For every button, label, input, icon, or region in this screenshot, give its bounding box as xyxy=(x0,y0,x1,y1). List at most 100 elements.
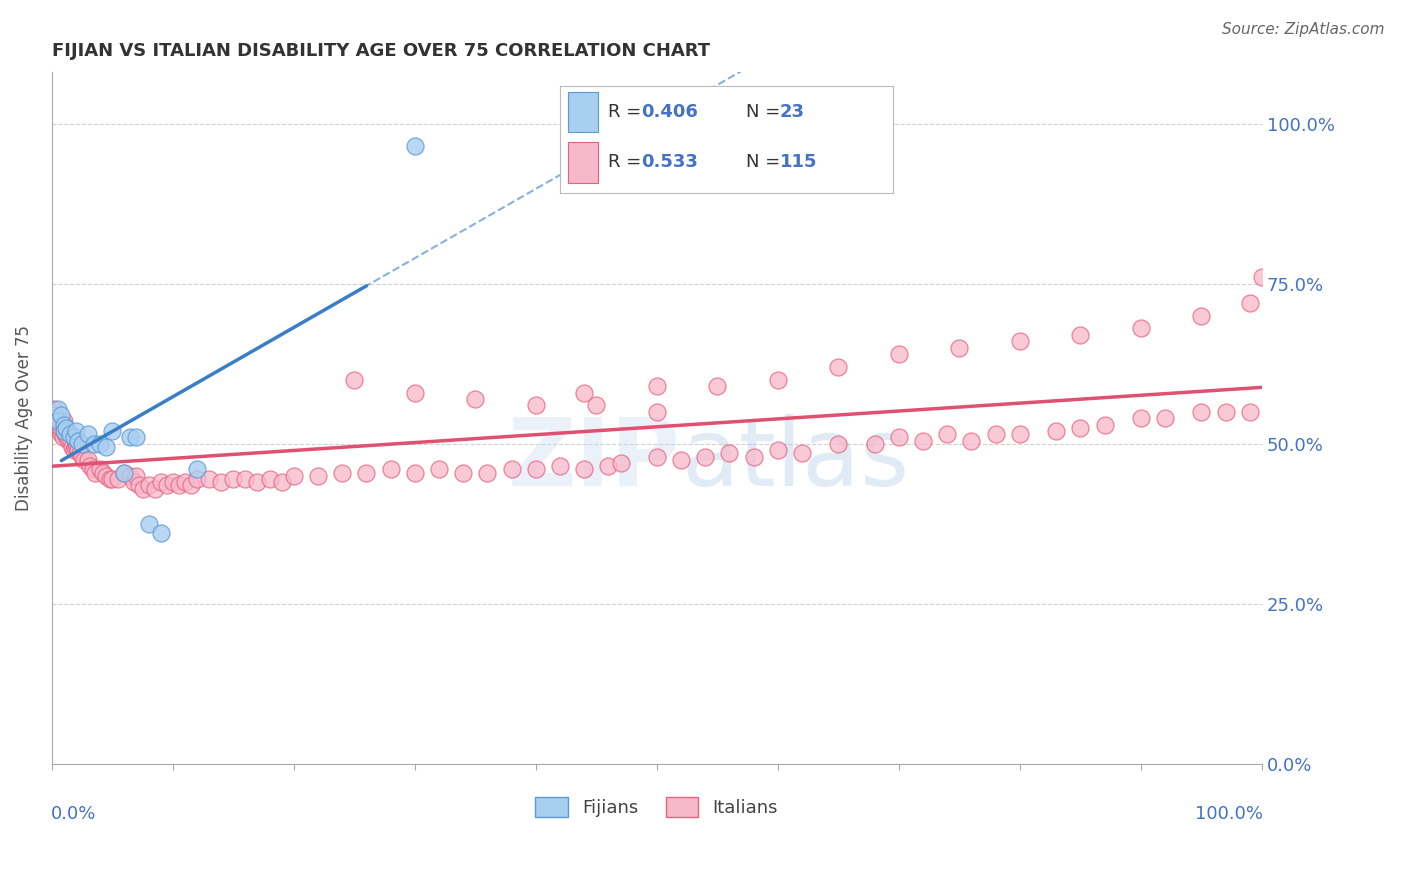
Point xyxy=(83,436,105,450)
Point xyxy=(1189,309,1212,323)
Point xyxy=(89,436,111,450)
Point xyxy=(46,417,69,432)
Point xyxy=(149,526,172,541)
Text: 0.0%: 0.0% xyxy=(51,805,96,823)
Text: atlas: atlas xyxy=(681,414,910,506)
Point xyxy=(44,401,66,416)
Point xyxy=(49,424,72,438)
Point xyxy=(585,398,607,412)
Point xyxy=(91,466,114,480)
Point xyxy=(1239,296,1261,310)
Text: Source: ZipAtlas.com: Source: ZipAtlas.com xyxy=(1222,22,1385,37)
Point xyxy=(45,414,67,428)
Point xyxy=(307,468,329,483)
Point xyxy=(65,436,87,450)
Point xyxy=(70,450,93,464)
Point xyxy=(246,475,269,490)
Point xyxy=(51,408,73,422)
Point xyxy=(138,516,160,531)
Point xyxy=(82,462,104,476)
Point xyxy=(706,379,728,393)
Point xyxy=(912,434,935,448)
Point xyxy=(501,462,523,476)
Point xyxy=(112,466,135,480)
Point xyxy=(120,468,142,483)
Point xyxy=(67,443,90,458)
Point xyxy=(186,462,208,476)
Point xyxy=(380,462,402,476)
Point xyxy=(235,472,257,486)
Point xyxy=(52,417,75,432)
Point xyxy=(120,430,142,444)
Point xyxy=(125,430,148,444)
Point xyxy=(79,459,101,474)
Point xyxy=(742,450,765,464)
Point xyxy=(936,427,959,442)
Point xyxy=(404,466,426,480)
Point xyxy=(84,466,107,480)
Point xyxy=(59,427,82,442)
Point xyxy=(69,446,91,460)
Point xyxy=(63,440,86,454)
Point xyxy=(53,427,76,442)
Point xyxy=(718,446,741,460)
Point xyxy=(198,472,221,486)
Point xyxy=(149,475,172,490)
Point xyxy=(89,462,111,476)
Point xyxy=(131,482,153,496)
Point xyxy=(827,359,849,374)
Point xyxy=(1251,270,1274,285)
Point xyxy=(1239,405,1261,419)
Point xyxy=(270,475,292,490)
Point xyxy=(1069,421,1091,435)
Point xyxy=(1129,321,1152,335)
Point xyxy=(645,379,668,393)
Point xyxy=(464,392,486,406)
Point xyxy=(451,466,474,480)
Point xyxy=(766,443,789,458)
Point xyxy=(77,427,100,442)
Point xyxy=(59,427,82,442)
Point xyxy=(827,436,849,450)
Point xyxy=(52,424,75,438)
Point xyxy=(70,436,93,450)
Text: FIJIAN VS ITALIAN DISABILITY AGE OVER 75 CORRELATION CHART: FIJIAN VS ITALIAN DISABILITY AGE OVER 75… xyxy=(52,42,710,60)
Point xyxy=(887,347,910,361)
Point xyxy=(51,427,73,442)
Point xyxy=(960,434,983,448)
Point xyxy=(52,421,75,435)
Point xyxy=(52,414,75,428)
Point xyxy=(112,466,135,480)
Point xyxy=(65,424,87,438)
Point xyxy=(404,385,426,400)
Point xyxy=(98,472,121,486)
Point xyxy=(1008,427,1031,442)
Point xyxy=(1094,417,1116,432)
Point xyxy=(356,466,378,480)
Point xyxy=(44,408,66,422)
Point xyxy=(574,462,596,476)
Point xyxy=(669,452,692,467)
Point xyxy=(1069,327,1091,342)
Text: ZIP: ZIP xyxy=(508,414,681,506)
Point xyxy=(343,373,366,387)
Point xyxy=(330,466,353,480)
Point xyxy=(1045,424,1067,438)
Point xyxy=(259,472,281,486)
Point xyxy=(1129,411,1152,425)
Point xyxy=(55,421,77,435)
Point xyxy=(173,475,195,490)
Point xyxy=(46,401,69,416)
Point xyxy=(790,446,813,460)
Point xyxy=(984,427,1007,442)
Point xyxy=(574,385,596,400)
Point xyxy=(1154,411,1177,425)
Point xyxy=(524,462,547,476)
Point xyxy=(404,139,426,153)
Point xyxy=(67,434,90,448)
Point xyxy=(887,430,910,444)
Point xyxy=(60,440,83,454)
Point xyxy=(51,421,73,435)
Point xyxy=(101,424,124,438)
Point xyxy=(107,472,129,486)
